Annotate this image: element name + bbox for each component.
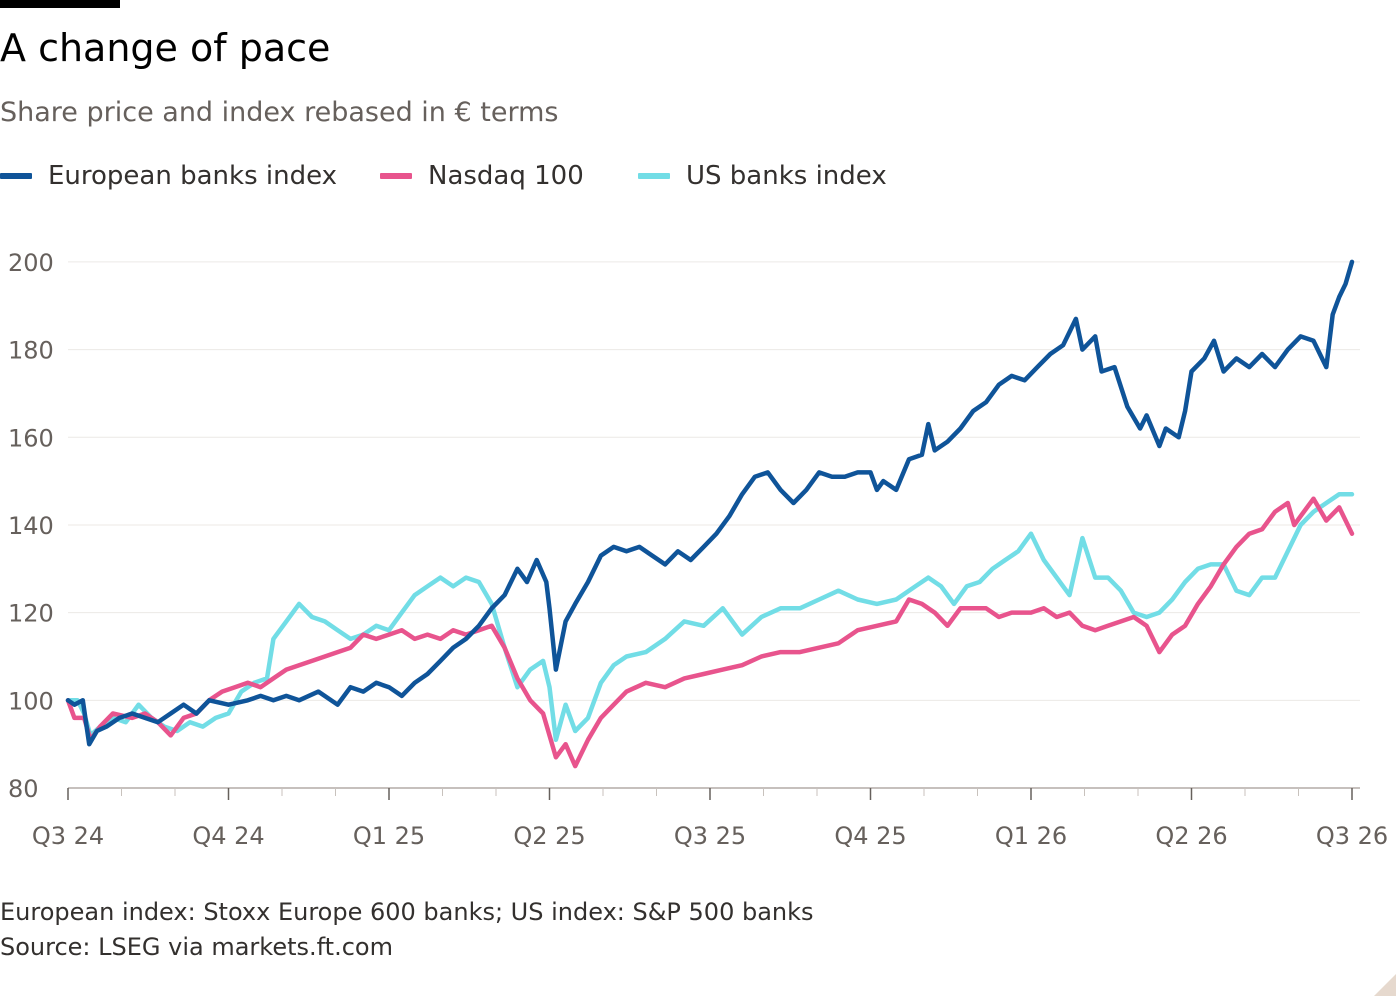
- footnote: European index: Stoxx Europe 600 banks; …: [0, 898, 814, 926]
- chart-title: A change of pace: [0, 26, 331, 70]
- x-tick-label-5: Q4 25: [834, 822, 906, 850]
- legend-label-us-banks: US banks index: [686, 161, 887, 191]
- y-axis-tick-labels: 80 100 120 140 160 180 200: [8, 249, 54, 803]
- x-tick-label-7: Q2 26: [1155, 822, 1227, 850]
- corner-mark: [1374, 974, 1396, 996]
- legend-swatch-european-banks: [0, 173, 32, 179]
- y-tick-label-120: 120: [8, 600, 54, 628]
- gridlines: [68, 261, 1360, 701]
- y-tick-label-180: 180: [8, 337, 54, 365]
- series-line-nasdaq-100: [65, 496, 1355, 769]
- chart-subtitle: Share price and index rebased in € terms: [0, 97, 559, 128]
- y-tick-label-200: 200: [8, 249, 54, 277]
- y-tick-label-160: 160: [8, 424, 54, 452]
- x-axis: Q3 24 Q4 24 Q1 25 Q2 25 Q3 25 Q4 25 Q1 26 Q2 26…: [32, 787, 1388, 850]
- x-tick-label-0: Q3 24: [32, 822, 104, 850]
- x-tick-label-8: Q3 26: [1316, 822, 1388, 850]
- line-chart: 80 100 120 140 160 180 200 Q3 24 Q4 24 Q1 25 Q2 2…: [8, 249, 1388, 850]
- legend-label-european-banks: European banks index: [48, 161, 338, 191]
- x-tick-label-6: Q1 26: [995, 822, 1067, 850]
- x-tick-label-2: Q1 25: [353, 822, 425, 850]
- brand-bar: [0, 0, 120, 8]
- y-tick-label-80: 80: [8, 775, 39, 803]
- series-line-us-banks-index: [65, 492, 1355, 743]
- x-tick-label-4: Q3 25: [674, 822, 746, 850]
- series-lines: [65, 259, 1355, 769]
- legend-swatch-us-banks: [638, 173, 670, 179]
- y-tick-label-100: 100: [8, 687, 54, 715]
- x-tick-label-3: Q2 25: [513, 822, 585, 850]
- legend-swatch-nasdaq: [380, 173, 412, 179]
- series-line-european-banks-index: [65, 259, 1355, 747]
- x-tick-label-1: Q4 24: [192, 822, 264, 850]
- legend-label-nasdaq: Nasdaq 100: [428, 161, 584, 191]
- legend: European banks index Nasdaq 100 US banks…: [0, 158, 1000, 194]
- source-note: Source: LSEG via markets.ft.com: [0, 933, 393, 961]
- y-tick-label-140: 140: [8, 512, 54, 540]
